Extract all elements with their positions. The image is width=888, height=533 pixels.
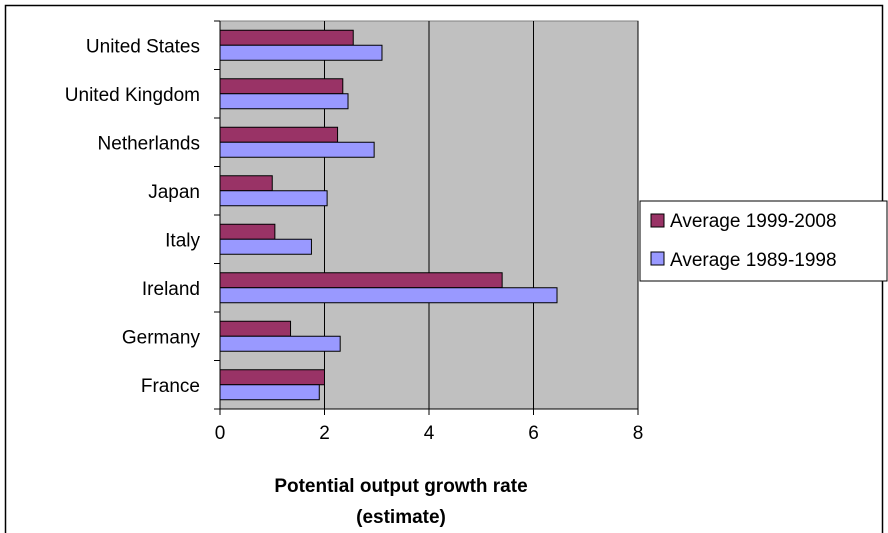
bar-germany-average-1999-2008 [219, 320, 292, 337]
bar-united-states-average-1999-2008 [219, 29, 354, 46]
bar-germany-average-1989-1998 [219, 335, 341, 352]
category-label-ireland: Ireland [142, 279, 200, 300]
x-axis-title-line-2: (estimate) [356, 507, 446, 528]
x-tick-label-8: 8 [633, 423, 644, 444]
bar-united-kingdom-average-1999-2008 [219, 78, 344, 95]
legend-swatch-1989-1998 [650, 251, 665, 266]
bar-netherlands-average-1989-1998 [219, 141, 375, 158]
x-axis-title-line-1: Potential output growth rate [274, 476, 527, 497]
legend: Average 1999-2008 Average 1989-1998 [639, 200, 888, 282]
x-tick-label-4: 4 [424, 423, 435, 444]
bar-italy-average-1989-1998 [219, 238, 312, 255]
bar-netherlands-average-1999-2008 [219, 126, 339, 143]
x-tick-label-0: 0 [215, 423, 226, 444]
legend-box [639, 200, 888, 282]
legend-label-1989-1998: Average 1989-1998 [670, 250, 837, 271]
bar-japan-average-1999-2008 [219, 175, 273, 192]
category-label-netherlands: Netherlands [98, 133, 200, 154]
axes [214, 20, 639, 415]
category-labels: United States United Kingdom Netherlands Ja… [65, 36, 201, 397]
legend-label-1999-2008: Average 1999-2008 [670, 211, 837, 232]
category-label-france: France [141, 376, 200, 397]
bar-japan-average-1989-1998 [219, 190, 328, 207]
bars [219, 29, 558, 401]
bar-ireland-average-1999-2008 [219, 272, 503, 289]
category-label-united-states: United States [86, 36, 200, 57]
bar-united-states-average-1989-1998 [219, 44, 383, 61]
bar-italy-average-1999-2008 [219, 223, 276, 240]
category-label-italy: Italy [165, 230, 200, 251]
legend-swatch-1999-2008 [650, 213, 665, 228]
x-tick-label-6: 6 [528, 423, 539, 444]
category-label-japan: Japan [148, 182, 200, 203]
category-label-united-kingdom: United Kingdom [65, 85, 200, 106]
bar-france-average-1989-1998 [219, 384, 320, 401]
category-label-germany: Germany [122, 327, 201, 348]
x-tick-label-2: 2 [319, 423, 330, 444]
bar-france-average-1999-2008 [219, 369, 325, 386]
bar-ireland-average-1989-1998 [219, 287, 558, 304]
x-tick-labels: 0 2 4 6 8 [215, 423, 644, 444]
bar-united-kingdom-average-1989-1998 [219, 93, 349, 110]
